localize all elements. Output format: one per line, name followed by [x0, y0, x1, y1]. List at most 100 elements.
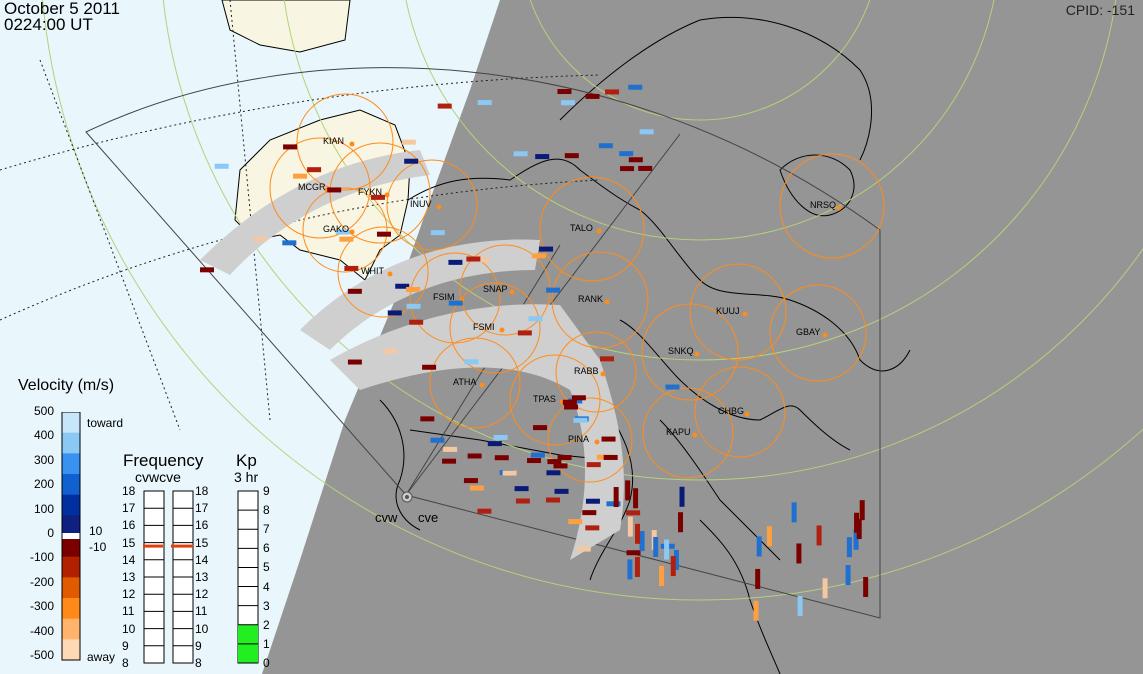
station-label: RABB [574, 366, 599, 376]
frequency-tick-right: 18 [195, 484, 209, 498]
velocity-tick: -200 [29, 574, 54, 589]
velocity-vector [409, 319, 424, 325]
velocity-vector [678, 512, 684, 533]
radar-label-cve: cve [418, 510, 439, 525]
velocity-vector [477, 100, 492, 106]
velocity-neg-threshold: -10 [89, 540, 107, 554]
radar-site-icon [401, 491, 413, 503]
frequency-tick-left: 15 [122, 535, 136, 550]
station-circle [509, 354, 601, 446]
velocity-vector [430, 230, 445, 236]
kp-tick: 6 [263, 541, 270, 556]
velocity-vector [585, 93, 600, 99]
velocity-color-segment [62, 536, 80, 558]
velocity-vector [535, 154, 550, 160]
velocity-color-segment [62, 432, 80, 454]
kp-bar [237, 490, 259, 664]
velocity-vector [620, 166, 635, 172]
station-circle [694, 366, 786, 458]
kp-tick: 9 [263, 484, 270, 498]
velocity-color-segment [62, 577, 80, 599]
velocity-vector [344, 265, 359, 271]
velocity-vector [753, 600, 759, 621]
velocity-vector [448, 300, 463, 306]
velocity-color-segment [62, 515, 80, 537]
latitude-rings [42, 0, 1143, 601]
velocity-vector [562, 399, 577, 405]
velocity-vector [514, 486, 529, 492]
velocity-vector [307, 167, 322, 173]
velocity-vector [598, 143, 613, 149]
velocity-vector [625, 480, 631, 501]
station-label: MCGR [298, 182, 326, 192]
velocity-vector [448, 259, 463, 265]
velocity-vector [406, 303, 421, 309]
velocity-vector [564, 153, 579, 159]
velocity-vector [854, 512, 860, 533]
velocity-vector [339, 236, 354, 242]
station-dot [594, 439, 600, 445]
velocity-vector [387, 310, 402, 316]
velocity-vector [401, 139, 416, 145]
velocity-color-segment [62, 639, 80, 661]
station-dot [509, 289, 515, 295]
velocity-vector [533, 425, 548, 431]
velocity-vector [347, 288, 362, 294]
frequency-tick-left: 8 [122, 656, 129, 670]
station-circle [642, 387, 734, 479]
kp-tick: 4 [263, 579, 270, 594]
velocity-vector [546, 470, 561, 476]
station-label: GBAY [796, 327, 821, 337]
velocity-tick: 500 [33, 404, 54, 418]
velocity-vector [628, 157, 643, 163]
velocity-vector [200, 267, 215, 273]
frequency-tick-right: 15 [195, 535, 209, 550]
velocity-vector [422, 364, 437, 370]
velocity-vector [796, 543, 802, 564]
velocity-color-segment [62, 618, 80, 640]
frequency-tick-left: 17 [122, 501, 136, 516]
velocity-vector [531, 253, 546, 259]
velocity-vector [664, 539, 670, 560]
station-label: FSIM [433, 292, 455, 302]
velocity-vector [600, 356, 615, 362]
station-label: SNAP [483, 284, 508, 294]
frequency-tick-right: 16 [195, 518, 209, 533]
velocity-vector [515, 498, 530, 504]
kp-tick: 1 [263, 636, 270, 651]
velocity-pos-threshold: 10 [89, 524, 103, 538]
velocity-vector [557, 89, 572, 95]
station-label: WHIT [361, 266, 384, 276]
velocity-vector [863, 576, 869, 597]
station-circle [296, 93, 394, 191]
kp-tick: 3 [263, 598, 270, 613]
frequency-marker-cve [171, 544, 193, 548]
velocity-tick: -400 [29, 623, 54, 638]
velocity-vector [791, 502, 797, 523]
velocity-color-segment [62, 412, 80, 434]
velocity-tick: 300 [33, 452, 54, 467]
velocity-vector [282, 240, 297, 246]
station-label: GAKO [323, 224, 350, 234]
station-dot [600, 371, 606, 377]
night-region [262, 0, 1143, 674]
frequency-marker-cvw [143, 544, 163, 548]
station-circle [386, 159, 478, 251]
velocity-vector [539, 246, 554, 252]
velocity-vector [557, 455, 572, 461]
velocity-vector [442, 458, 457, 464]
velocity-color-segment [62, 556, 80, 578]
velocity-vector [467, 453, 482, 459]
velocity-vector [853, 529, 859, 550]
velocity-tick: 400 [33, 428, 54, 443]
velocity-vector [639, 129, 654, 135]
velocity-vector [755, 568, 761, 589]
station-circle [539, 176, 645, 282]
velocity-vector [585, 498, 600, 504]
velocity-vector [679, 486, 685, 507]
velocity-vector [626, 550, 641, 556]
velocity-vector [856, 519, 862, 540]
station-label: SNKQ [668, 346, 694, 356]
station-label: ATHA [453, 377, 477, 387]
frequency-tick-right: 11 [195, 604, 208, 619]
